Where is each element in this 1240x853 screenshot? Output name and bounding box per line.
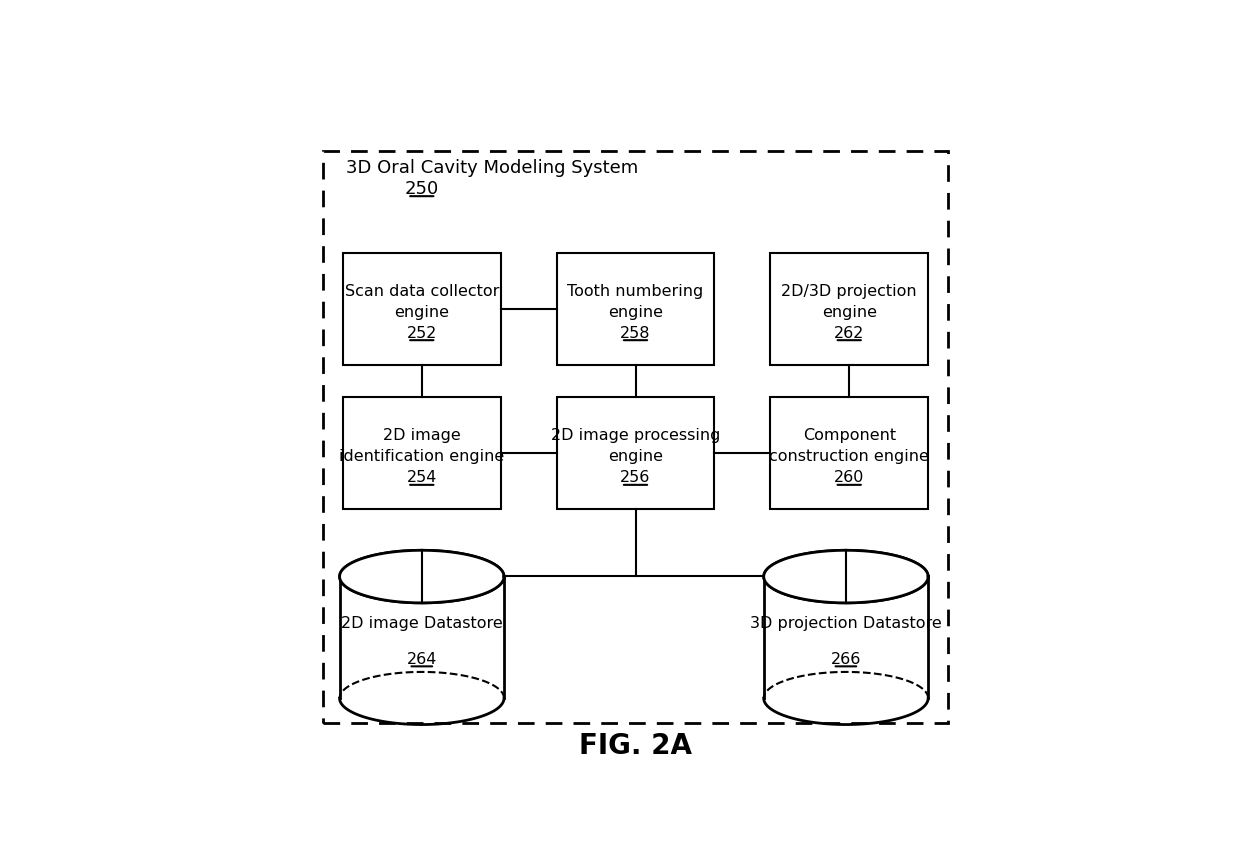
- Text: engine: engine: [394, 305, 449, 319]
- Text: 2D image Datastore: 2D image Datastore: [341, 616, 502, 630]
- Text: 252: 252: [407, 325, 436, 340]
- FancyBboxPatch shape: [343, 253, 501, 365]
- Text: 3D Oral Cavity Modeling System: 3D Oral Cavity Modeling System: [346, 159, 639, 177]
- Text: FIG. 2A: FIG. 2A: [579, 731, 692, 758]
- FancyBboxPatch shape: [324, 152, 947, 723]
- Text: 258: 258: [620, 325, 651, 340]
- FancyBboxPatch shape: [343, 397, 501, 509]
- Polygon shape: [340, 577, 503, 699]
- Text: 3D projection Datastore: 3D projection Datastore: [750, 616, 942, 630]
- Text: 266: 266: [831, 651, 861, 666]
- Text: engine: engine: [608, 449, 663, 464]
- Text: 256: 256: [620, 470, 651, 485]
- Text: 262: 262: [835, 325, 864, 340]
- Text: 264: 264: [407, 651, 436, 666]
- Text: engine: engine: [608, 305, 663, 319]
- Ellipse shape: [764, 551, 928, 603]
- Text: construction engine: construction engine: [769, 449, 929, 464]
- Text: identification engine: identification engine: [340, 449, 505, 464]
- Ellipse shape: [340, 551, 503, 603]
- Text: 250: 250: [404, 180, 439, 198]
- FancyBboxPatch shape: [557, 397, 714, 509]
- Polygon shape: [764, 577, 928, 699]
- Text: Component: Component: [802, 428, 895, 443]
- Text: 2D image processing: 2D image processing: [551, 428, 720, 443]
- Text: engine: engine: [822, 305, 877, 319]
- Text: Scan data collector: Scan data collector: [345, 283, 498, 299]
- Text: 254: 254: [407, 470, 436, 485]
- FancyBboxPatch shape: [770, 397, 928, 509]
- FancyBboxPatch shape: [557, 253, 714, 365]
- FancyBboxPatch shape: [770, 253, 928, 365]
- Text: 2D/3D projection: 2D/3D projection: [781, 283, 918, 299]
- Text: Tooth numbering: Tooth numbering: [568, 283, 703, 299]
- Text: 2D image: 2D image: [383, 428, 461, 443]
- Text: 260: 260: [835, 470, 864, 485]
